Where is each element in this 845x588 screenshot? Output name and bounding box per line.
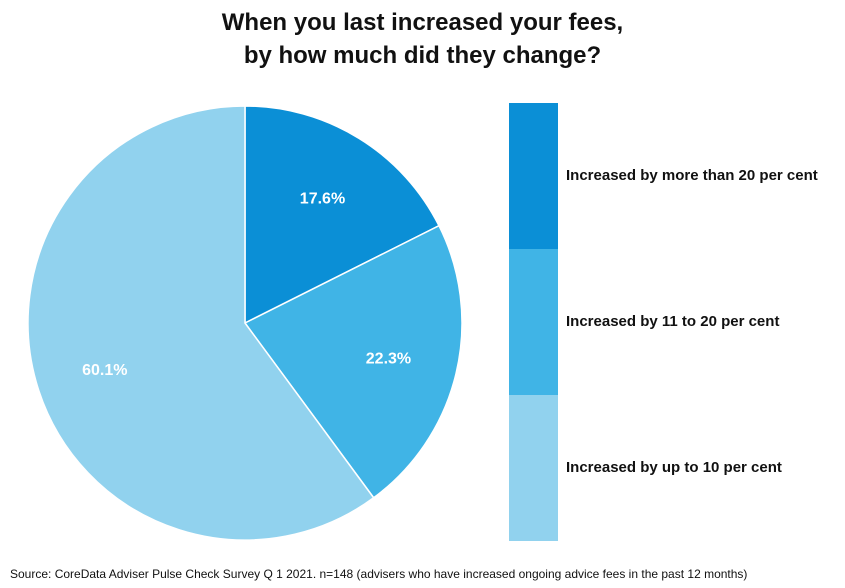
legend-label-2: Increased by 11 to 20 per cent: [566, 313, 780, 330]
legend-label-3: Increased by up to 10 per cent: [566, 459, 782, 476]
legend-swatch-3: [509, 395, 558, 541]
chart-title-line-2: by how much did they change?: [243, 42, 602, 69]
legend-label-1: Increased by more than 20 per cent: [566, 167, 818, 184]
pie-slice-2: [243, 224, 463, 499]
pie-label-1: 17.6%: [300, 190, 345, 207]
source-note: Source: CoreData Adviser Pulse Check Sur…: [10, 567, 748, 581]
pie-slice-3: [27, 105, 375, 541]
pie-slice-1: [244, 105, 440, 325]
chart-title-line-1: When you last increased your fees,: [221, 9, 624, 36]
legend-swatches: [509, 103, 558, 541]
legend-swatch-2: [509, 249, 558, 396]
chart-title: When you last increased your fees, by ho…: [0, 6, 845, 72]
legend-swatch-1: [509, 103, 558, 250]
pie-label-2: 22.3%: [366, 350, 411, 367]
pie-label-3: 60.1%: [82, 362, 127, 379]
pie-labels: 17.6% 22.3% 60.1%: [82, 190, 411, 379]
pie-slices: [27, 105, 463, 541]
